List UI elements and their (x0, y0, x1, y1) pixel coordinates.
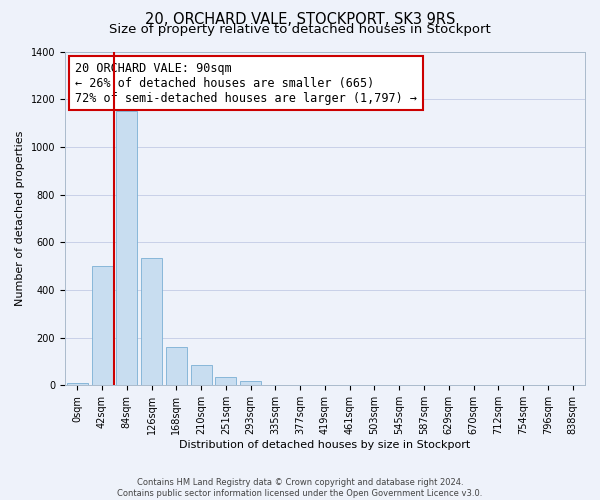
Text: 20 ORCHARD VALE: 90sqm
← 26% of detached houses are smaller (665)
72% of semi-de: 20 ORCHARD VALE: 90sqm ← 26% of detached… (76, 62, 418, 104)
Bar (240, 380, 261, 386)
Text: 20, ORCHARD VALE, STOCKPORT, SK3 9RS: 20, ORCHARD VALE, STOCKPORT, SK3 9RS (145, 12, 455, 28)
Bar (166, 347, 187, 386)
Bar (67, 383, 88, 386)
Text: Size of property relative to detached houses in Stockport: Size of property relative to detached ho… (109, 22, 491, 36)
Bar (191, 365, 212, 386)
Text: Contains HM Land Registry data © Crown copyright and database right 2024.
Contai: Contains HM Land Registry data © Crown c… (118, 478, 482, 498)
X-axis label: Distribution of detached houses by size in Stockport: Distribution of detached houses by size … (179, 440, 470, 450)
Bar (215, 377, 236, 386)
Y-axis label: Number of detached properties: Number of detached properties (15, 130, 25, 306)
Bar (92, 266, 113, 386)
Bar (141, 258, 162, 386)
Bar (116, 111, 137, 386)
